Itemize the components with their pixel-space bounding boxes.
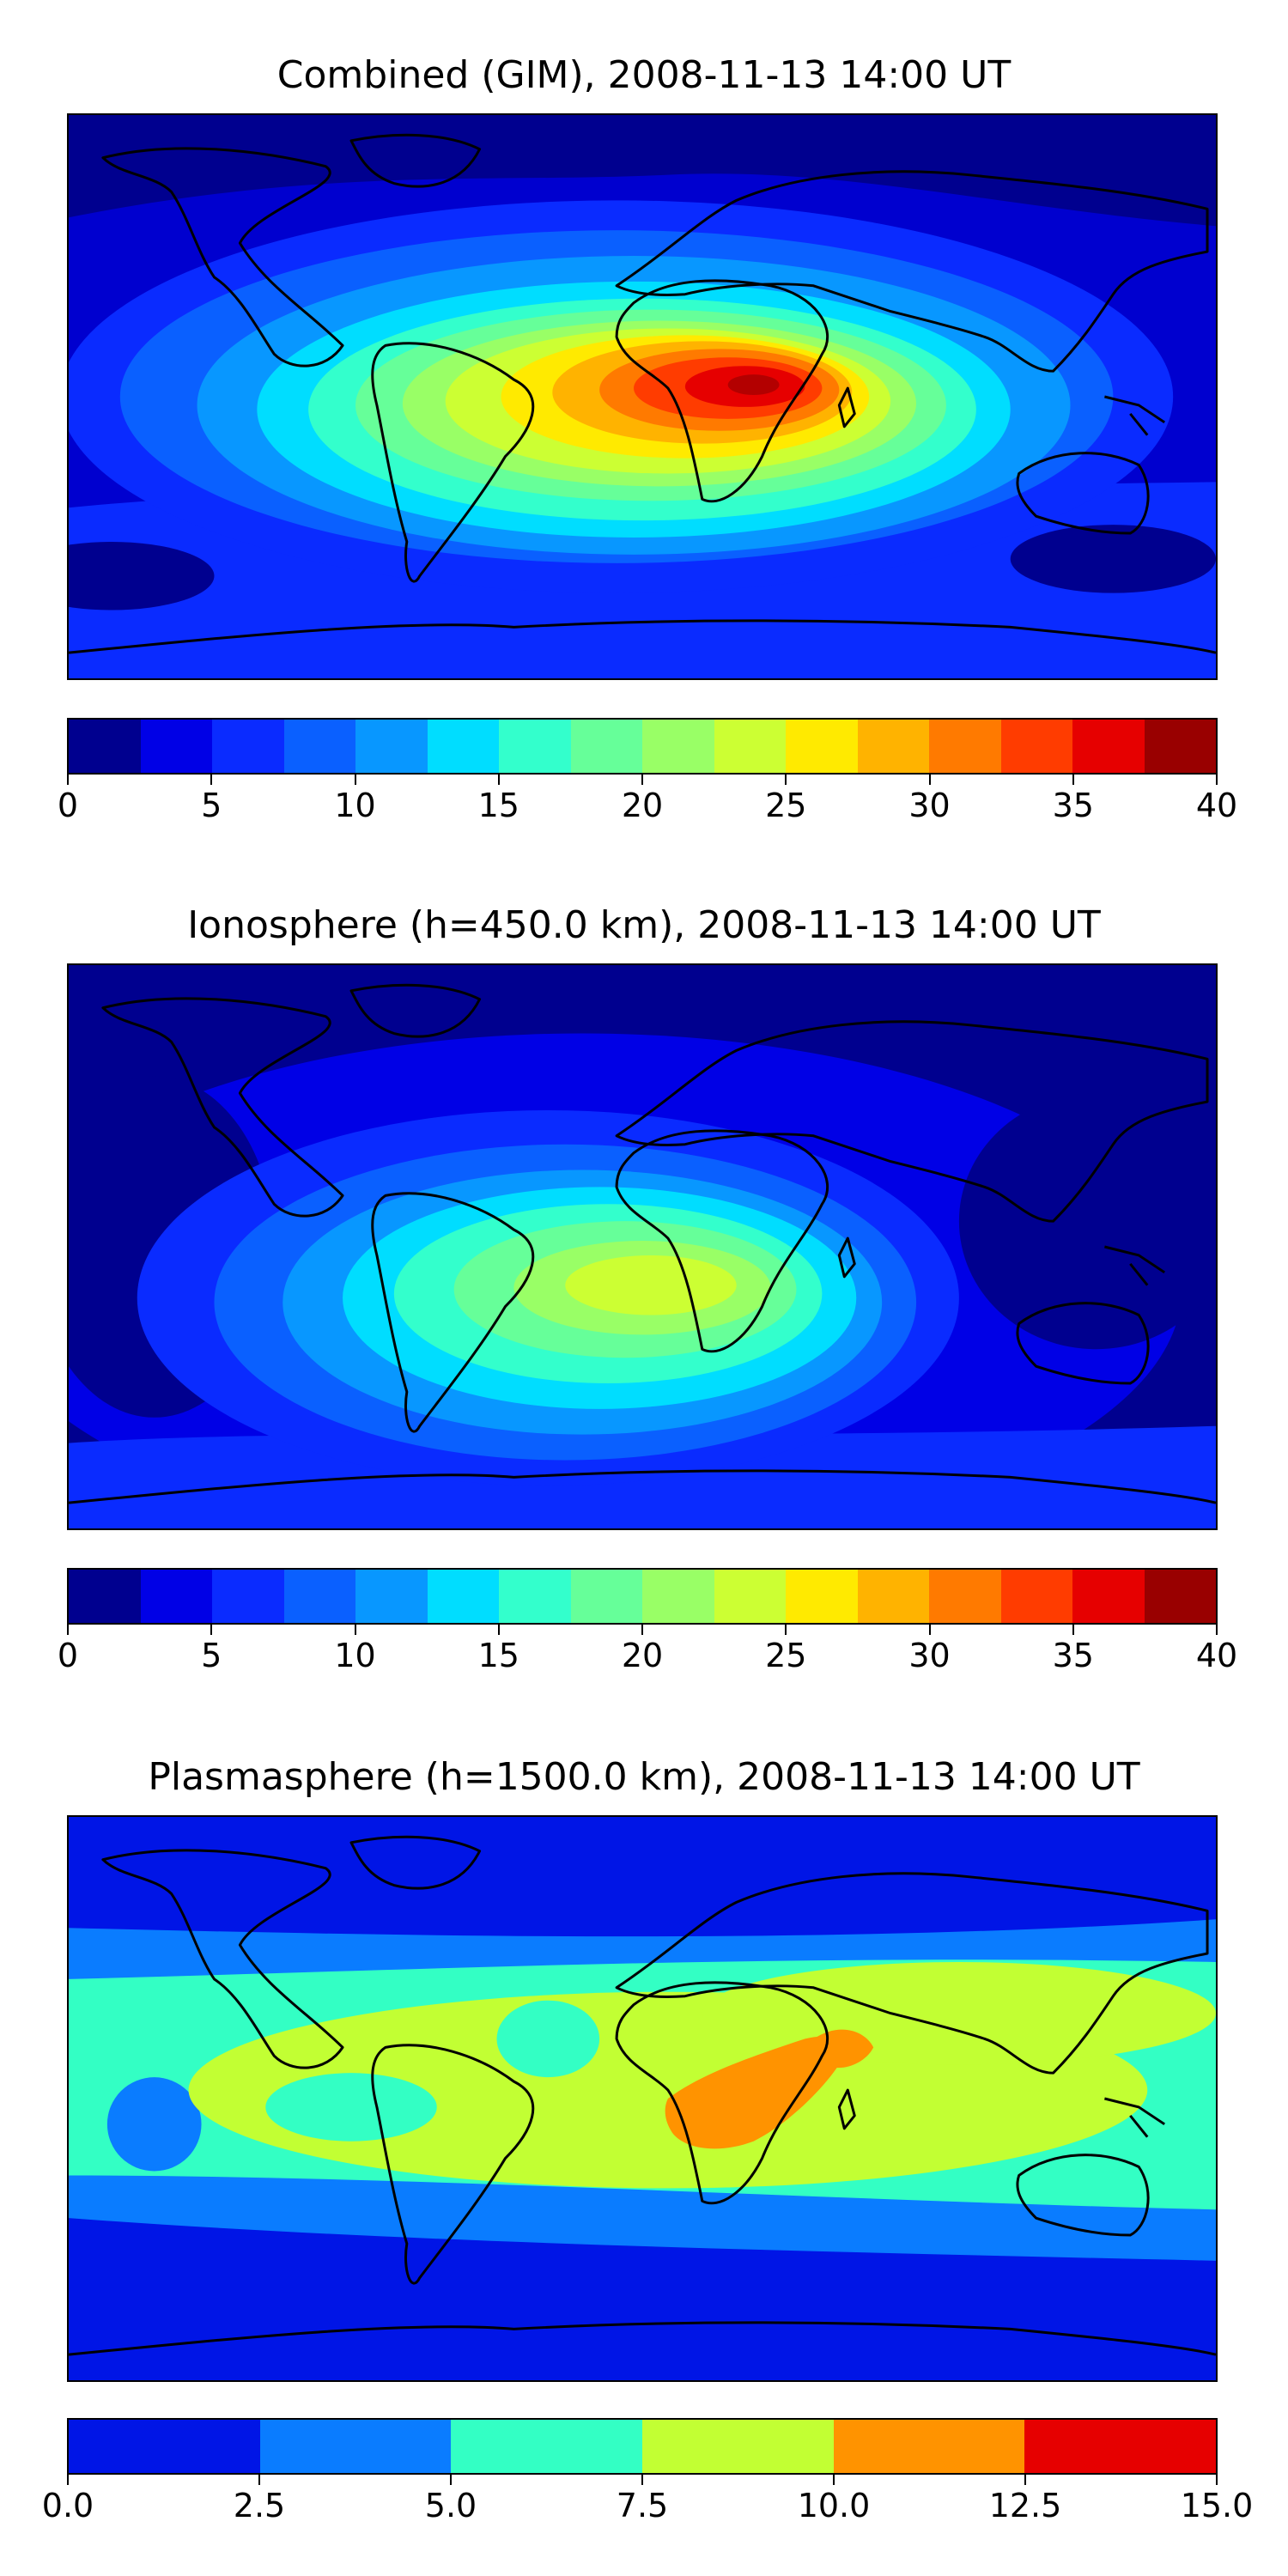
colorbar-combined [67, 718, 1218, 775]
colorbar-segment [570, 720, 642, 773]
colorbar-tick-label: 35 [1052, 1637, 1094, 1674]
colorbar-tick-label: 20 [621, 787, 664, 824]
colorbar-tick-label: 15 [477, 787, 519, 824]
colorbar-tick [1072, 775, 1074, 785]
colorbar-segment [69, 720, 141, 773]
colorbar-segment [355, 720, 428, 773]
colorbar-segment [642, 720, 714, 773]
map-ionosphere [67, 963, 1218, 1530]
colorbar-segment [259, 2420, 452, 2473]
colorbar-tick-label: 40 [1195, 787, 1238, 824]
colorbar-tick-label: 30 [908, 787, 951, 824]
colorbar-tick-label: 15 [477, 1637, 519, 1674]
colorbar-segment [427, 1570, 499, 1623]
colorbar-segment [714, 1570, 786, 1623]
colorbar-tick [497, 1625, 500, 1635]
colorbar-tick-label: 10 [334, 1637, 376, 1674]
colorbar-segment [857, 720, 929, 773]
colorbar-tick-label: 35 [1052, 787, 1094, 824]
colorbar-segment [1000, 1570, 1072, 1623]
colorbar-segment [570, 1570, 642, 1623]
colorbar-tick [1024, 2475, 1026, 2485]
colorbar-tick [928, 775, 931, 785]
colorbar-segment [642, 2420, 834, 2473]
map-combined [67, 113, 1218, 680]
colorbar-segment [283, 1570, 355, 1623]
colorbar-segment [857, 1570, 929, 1623]
colorbar-tick [1216, 2475, 1218, 2485]
colorbar-segment [283, 720, 355, 773]
colorbar-tick [785, 1625, 787, 1635]
colorbar-segment [929, 720, 1001, 773]
colorbar-tick [641, 1625, 643, 1635]
colorbar-segment [1144, 1570, 1216, 1623]
colorbar-tick [1216, 1625, 1218, 1635]
colorbar-tick-label: 0 [57, 787, 79, 824]
colorbar-segment [499, 720, 571, 773]
colorbar-segment [499, 1570, 571, 1623]
colorbar-tick-label: 25 [765, 1637, 807, 1674]
map-plasmasphere [67, 1815, 1218, 2382]
colorbar-segment [1000, 720, 1072, 773]
colorbar-tick-label: 0 [57, 1637, 79, 1674]
colorbar-tick-label: 5 [201, 1637, 222, 1674]
colorbar-tick [258, 2475, 260, 2485]
colorbar-tick [67, 2475, 69, 2485]
colorbar-tick-label: 0.0 [41, 2487, 94, 2524]
colorbar-segment [427, 720, 499, 773]
colorbar-tick [785, 775, 787, 785]
colorbar-segment [140, 1570, 212, 1623]
colorbar-ionosphere [67, 1568, 1218, 1625]
colorbar-tick [833, 2475, 835, 2485]
map-title-combined: Combined (GIM), 2008-11-13 14:00 UT [276, 53, 1012, 97]
colorbar-segment [451, 2420, 643, 2473]
colorbar-segment [140, 720, 212, 773]
colorbar-tick [67, 775, 69, 785]
colorbar-tick [67, 1625, 69, 1635]
colorbar-segment [833, 2420, 1025, 2473]
colorbar-segment [1144, 720, 1216, 773]
colorbar-segment [212, 1570, 284, 1623]
colorbar-tick [497, 775, 500, 785]
colorbar-segment [642, 1570, 714, 1623]
colorbar-tick-label: 15.0 [1180, 2487, 1254, 2524]
colorbar-tick [210, 1625, 213, 1635]
colorbar-segment [355, 1570, 428, 1623]
colorbar-segment [1024, 2420, 1217, 2473]
colorbar-segment [929, 1570, 1001, 1623]
colorbar-segment [1072, 1570, 1145, 1623]
colorbar-tick-label: 5 [201, 787, 222, 824]
colorbar-tick [450, 2475, 452, 2485]
colorbar-tick [354, 1625, 356, 1635]
colorbar-tick-label: 10 [334, 787, 376, 824]
colorbar-tick-label: 40 [1195, 1637, 1238, 1674]
colorbar-segment [212, 720, 284, 773]
colorbar-tick-label: 7.5 [616, 2487, 669, 2524]
map-title-ionosphere: Ionosphere (h=450.0 km), 2008-11-13 14:0… [187, 903, 1101, 947]
colorbar-tick [1216, 775, 1218, 785]
colorbar-segment [1072, 720, 1145, 773]
colorbar-tick [928, 1625, 931, 1635]
colorbar-segment [69, 2420, 260, 2473]
map-title-plasmasphere: Plasmasphere (h=1500.0 km), 2008-11-13 1… [148, 1755, 1140, 1799]
colorbar-segment [786, 1570, 858, 1623]
colorbar-tick [354, 775, 356, 785]
colorbar-tick-label: 25 [765, 787, 807, 824]
colorbar-tick [641, 775, 643, 785]
colorbar-tick-label: 2.5 [233, 2487, 286, 2524]
colorbar-tick-label: 12.5 [988, 2487, 1062, 2524]
colorbar-tick [1072, 1625, 1074, 1635]
colorbar-tick [641, 2475, 643, 2485]
colorbar-segment [786, 720, 858, 773]
colorbar-tick-label: 20 [621, 1637, 664, 1674]
colorbar-plasmasphere [67, 2418, 1218, 2475]
colorbar-segment [714, 720, 786, 773]
colorbar-tick [210, 775, 213, 785]
colorbar-tick-label: 5.0 [424, 2487, 477, 2524]
colorbar-tick-label: 10.0 [797, 2487, 871, 2524]
colorbar-tick-label: 30 [908, 1637, 951, 1674]
colorbar-segment [69, 1570, 141, 1623]
